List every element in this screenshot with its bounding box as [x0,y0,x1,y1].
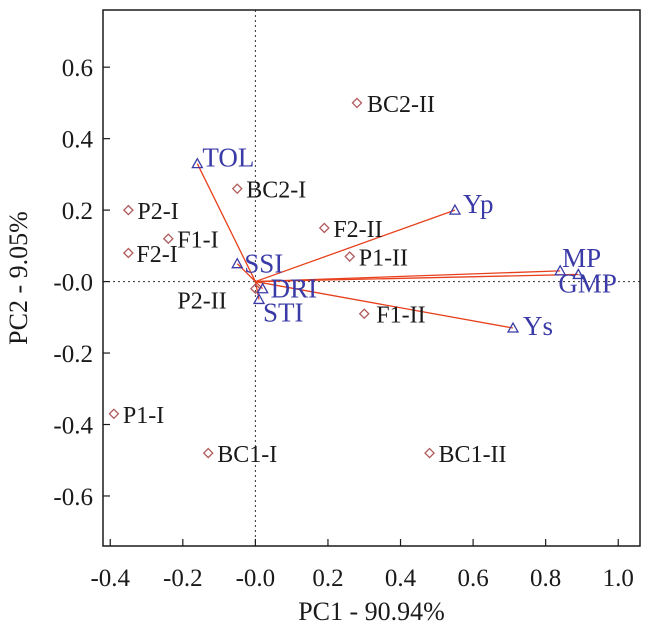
x-tick-label: -0.2 [163,565,203,592]
point-label: BC2-I [246,178,306,204]
variable-label: SSI [244,249,283,279]
point-label: P2-II [177,289,226,315]
vector-gmp [255,273,579,283]
y-tick-label: -0.0 [53,270,93,297]
point-bc1-i [202,447,214,459]
point-label: P1-I [123,403,164,429]
variable-label: Yp [463,189,494,219]
point-label: BC1-I [217,442,277,468]
vector-tol [196,163,256,282]
x-tick-label: 0.8 [530,565,561,592]
y-tick-label: 0.6 [62,55,93,82]
point-f1-ii [358,308,370,320]
y-tick-label: -0.2 [53,341,93,368]
point-label: F1-II [376,303,425,329]
point-label: P2-I [137,199,178,225]
point-p1-ii [344,251,356,262]
y-axis-title: PC2 - 9.05% [4,211,33,345]
variable-label: GMP [558,268,617,298]
variable-vectors [196,163,579,329]
point-bc2-i [231,183,243,195]
point-bc2-ii [351,97,363,109]
variable-label: DRI [271,274,318,304]
vector-dri [254,281,264,290]
variable-label: STI [263,297,304,327]
variable-marker-ssi [231,257,244,269]
reference-lines [103,10,640,546]
variable-marker-gmp [572,268,585,280]
plot-frame [102,9,641,547]
variable-marker-sti [252,293,266,305]
y-tick-label: -0.4 [53,413,93,440]
x-tick-label: 0.2 [312,565,343,592]
variable-marker-mp [554,264,567,276]
point-p2-ii [249,283,261,295]
variable-marker-yp [448,203,462,215]
x-axis-title: PC1 - 90.94% [298,597,445,626]
variable-label: TOL [202,143,254,173]
x-tick-label: 1.0 [603,565,634,592]
point-label: F1-I [177,228,218,254]
point-bc1-ii [424,447,435,459]
vector-ys [255,280,514,329]
variable-label: MP [562,243,601,273]
axis-ticks: -0.4 -0.2 -0.0 0.2 0.4 0.6 0.8 1.0 0.6 0.4 0.2 -0.0… [53,55,633,592]
point-p2-i [122,204,134,216]
variable-marker-dri [256,282,269,294]
point-label: F2-II [333,217,382,243]
point-p1-i [108,408,120,420]
y-tick-label: 0.4 [62,127,94,154]
vector-ssi [236,263,256,283]
x-tick-label: -0.4 [90,565,130,592]
variable-label: Ys [523,311,553,341]
variable-marker-ys [506,321,520,333]
point-markers [108,97,585,459]
x-tick-label: 0.4 [385,565,417,592]
point-labels: BC2-II BC2-I P2-I F2-II F1-IF2-I P1-II P2-II F1… [123,92,617,468]
vector-mp [255,270,561,283]
variable-marker-tol [191,157,204,169]
point-f1-i [162,233,174,245]
point-label: BC1-II [439,442,507,468]
point-label: P1-II [359,246,408,272]
x-tick-label: 0.6 [457,565,488,592]
x-tick-label: -0.0 [236,565,276,592]
point-f2-i [122,247,134,259]
point-label: BC2-II [367,92,435,118]
y-tick-label: 0.2 [62,198,93,225]
point-f2-ii [318,222,330,234]
vector-yp [255,209,456,283]
point-label: F2-I [136,242,177,268]
y-tick-label: -0.6 [53,484,93,511]
